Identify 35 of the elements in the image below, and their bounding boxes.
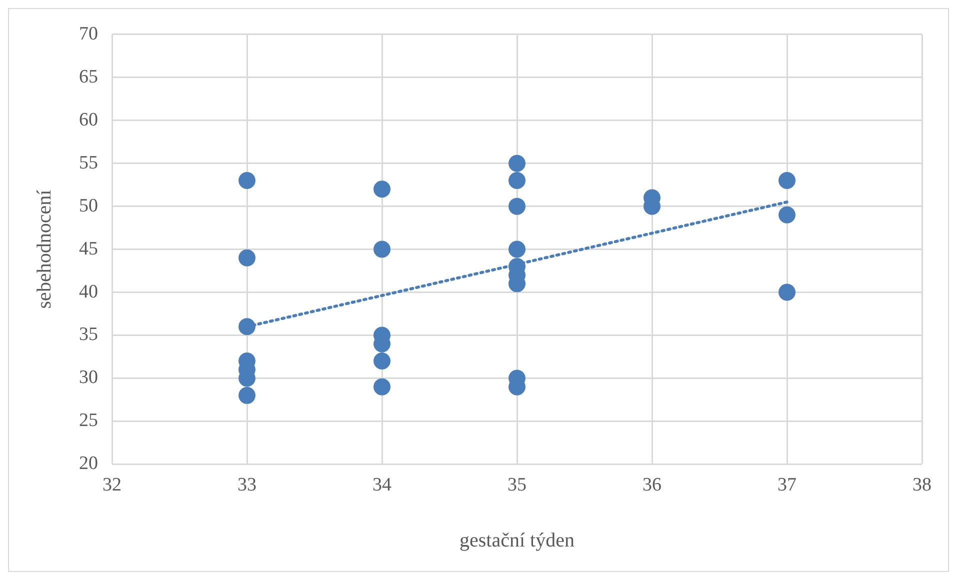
point <box>374 378 390 396</box>
x-tick-label: 33 <box>238 474 256 496</box>
y-tick-label: 65 <box>79 66 98 88</box>
x-axis-title: gestační týden <box>460 529 574 552</box>
y-tick-label: 30 <box>79 367 98 388</box>
point <box>238 318 256 336</box>
x-tick-label: 38 <box>912 474 932 496</box>
point <box>778 172 796 190</box>
y-tick-label: 60 <box>79 109 98 130</box>
y-tick-label: 35 <box>79 324 98 346</box>
point <box>238 172 256 190</box>
point <box>374 352 390 370</box>
y-tick-label: 40 <box>79 281 98 302</box>
x-tick-label: 32 <box>102 474 122 496</box>
point <box>238 386 256 404</box>
point <box>374 180 390 198</box>
x-tick-label: 34 <box>372 474 392 496</box>
point <box>508 172 526 190</box>
y-tick-label: 50 <box>79 195 98 216</box>
x-tick-label: 35 <box>508 474 526 496</box>
point <box>778 206 796 224</box>
y-tick-label: 55 <box>79 152 98 174</box>
point <box>508 240 526 258</box>
point <box>238 249 256 266</box>
point <box>778 284 796 301</box>
y-tick-label: 70 <box>79 23 98 44</box>
y-tick-label: 45 <box>79 238 98 260</box>
point <box>508 154 526 172</box>
x-tick-label: 37 <box>778 474 796 496</box>
x-tick-label: 36 <box>642 474 662 496</box>
y-tick-label: 25 <box>79 410 98 432</box>
point <box>508 198 526 215</box>
y-axis-title: sebehodnocení <box>33 189 56 309</box>
y-tick-label: 20 <box>79 453 98 474</box>
point <box>374 240 390 258</box>
